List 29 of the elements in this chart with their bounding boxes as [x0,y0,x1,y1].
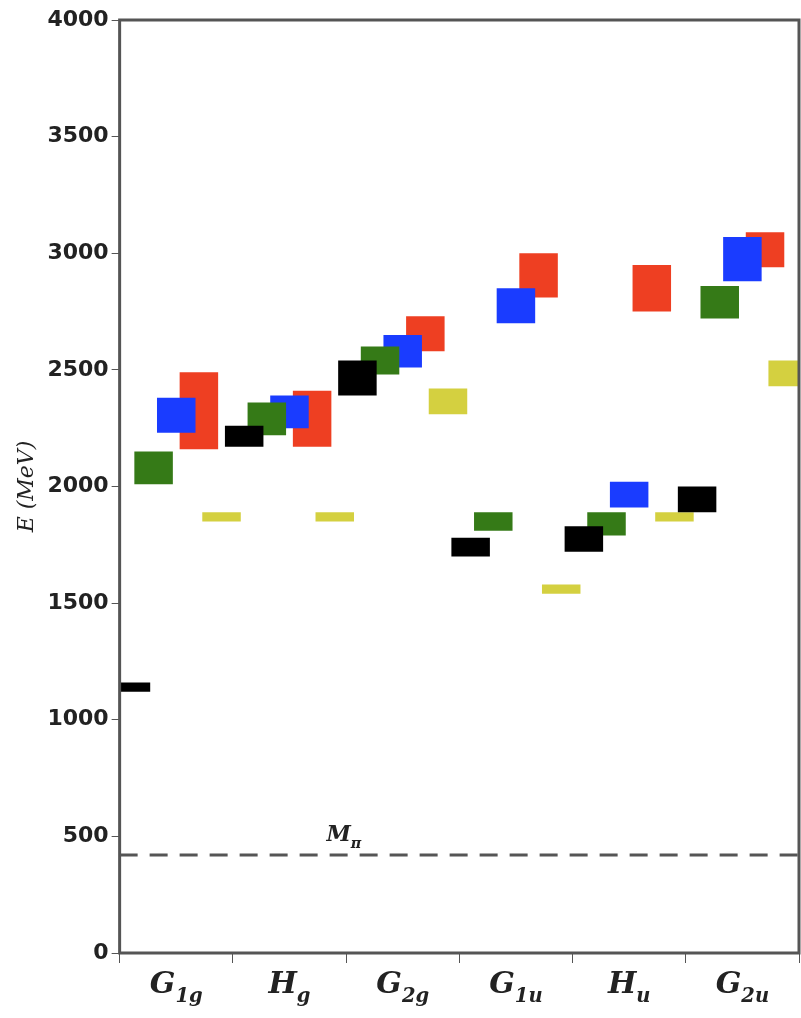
bar [519,253,558,298]
bar [474,512,513,531]
y-tick-label: 2000 [47,472,109,498]
bar [338,360,377,396]
bar [202,512,241,522]
bar [700,285,739,319]
y-tick-label: 0 [93,938,109,964]
y-tick-label: 500 [62,822,109,848]
bar [134,451,173,485]
bar [609,481,649,508]
bar [564,526,604,552]
bar [541,584,581,594]
y-tick-label: 2500 [47,355,109,381]
y-tick-label: 3500 [47,122,109,148]
bar [428,388,468,415]
y-axis-title: E (MeV) [12,440,38,534]
bar [632,264,672,312]
y-tick-label: 3000 [47,238,109,264]
y-tick-label: 4000 [47,5,109,31]
bar [496,288,536,324]
bar [655,512,694,522]
bar [315,512,355,522]
bar [723,236,762,282]
y-tick-label: 1000 [47,705,109,731]
bar [157,397,196,433]
bar [677,486,717,513]
bar [451,537,490,557]
bar [224,425,264,447]
y-tick-label: 1500 [47,588,109,614]
